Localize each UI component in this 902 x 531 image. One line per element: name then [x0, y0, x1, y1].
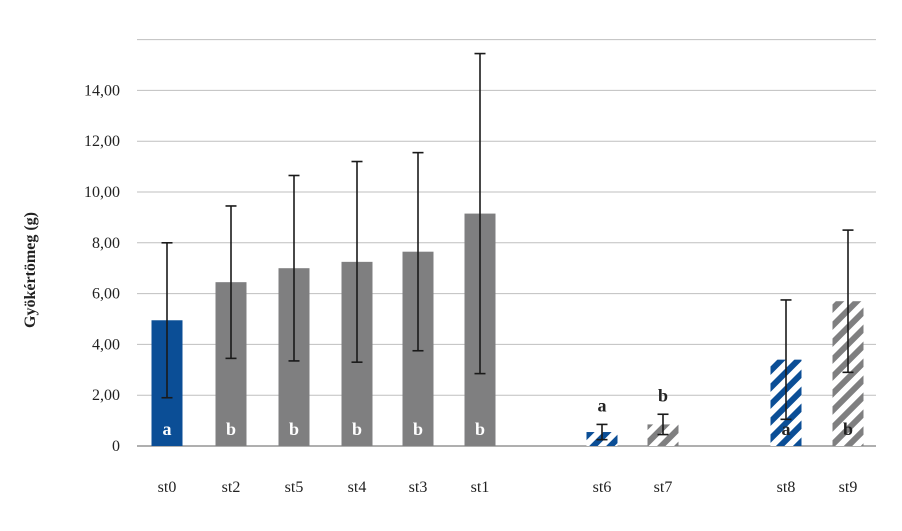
significance-letter: a	[163, 419, 172, 439]
x-tick-label: st2	[222, 479, 241, 496]
x-tick-label: st8	[777, 479, 796, 496]
bars	[151, 213, 864, 446]
significance-letter: b	[843, 419, 853, 439]
significance-letter: b	[289, 419, 299, 439]
significance-letter: b	[352, 419, 362, 439]
x-tick-label: st4	[348, 479, 367, 496]
significance-letter: a	[782, 419, 791, 439]
significance-letters: a b b b b b a b a b	[163, 385, 854, 439]
y-tick-label: 4,00	[92, 336, 120, 353]
significance-letter: b	[413, 419, 423, 439]
gridlines	[137, 39, 876, 447]
y-tick-label: 14,00	[84, 82, 120, 99]
y-tick-label: 8,00	[92, 235, 120, 252]
y-tick-label: 6,00	[92, 286, 120, 303]
y-tick-labels: 0 2,00 4,00 6,00 8,00 10,00 12,00 14,00	[84, 82, 120, 455]
y-tick-label: 0	[112, 438, 120, 455]
x-tick-label: st0	[158, 479, 177, 496]
x-tick-label: st7	[654, 479, 673, 496]
y-tick-label: 10,00	[84, 184, 120, 201]
significance-letter: b	[658, 385, 668, 405]
x-tick-label: st9	[839, 479, 858, 496]
y-tick-label: 2,00	[92, 387, 120, 404]
error-bars	[161, 52, 854, 441]
significance-letter: b	[226, 419, 236, 439]
x-tick-label: st5	[285, 479, 304, 496]
significance-letter: b	[475, 419, 485, 439]
x-tick-label: st3	[409, 479, 428, 496]
x-tick-labels: st0 st2 st5 st4 st3 st1 st6 st7 st8 st9	[158, 479, 858, 496]
x-tick-label: st6	[593, 479, 612, 496]
x-tick-label: st1	[471, 479, 490, 496]
significance-letter: a	[598, 395, 607, 415]
y-axis-label: Gyökértömeg (g)	[22, 212, 39, 328]
y-tick-label: 12,00	[84, 133, 120, 150]
